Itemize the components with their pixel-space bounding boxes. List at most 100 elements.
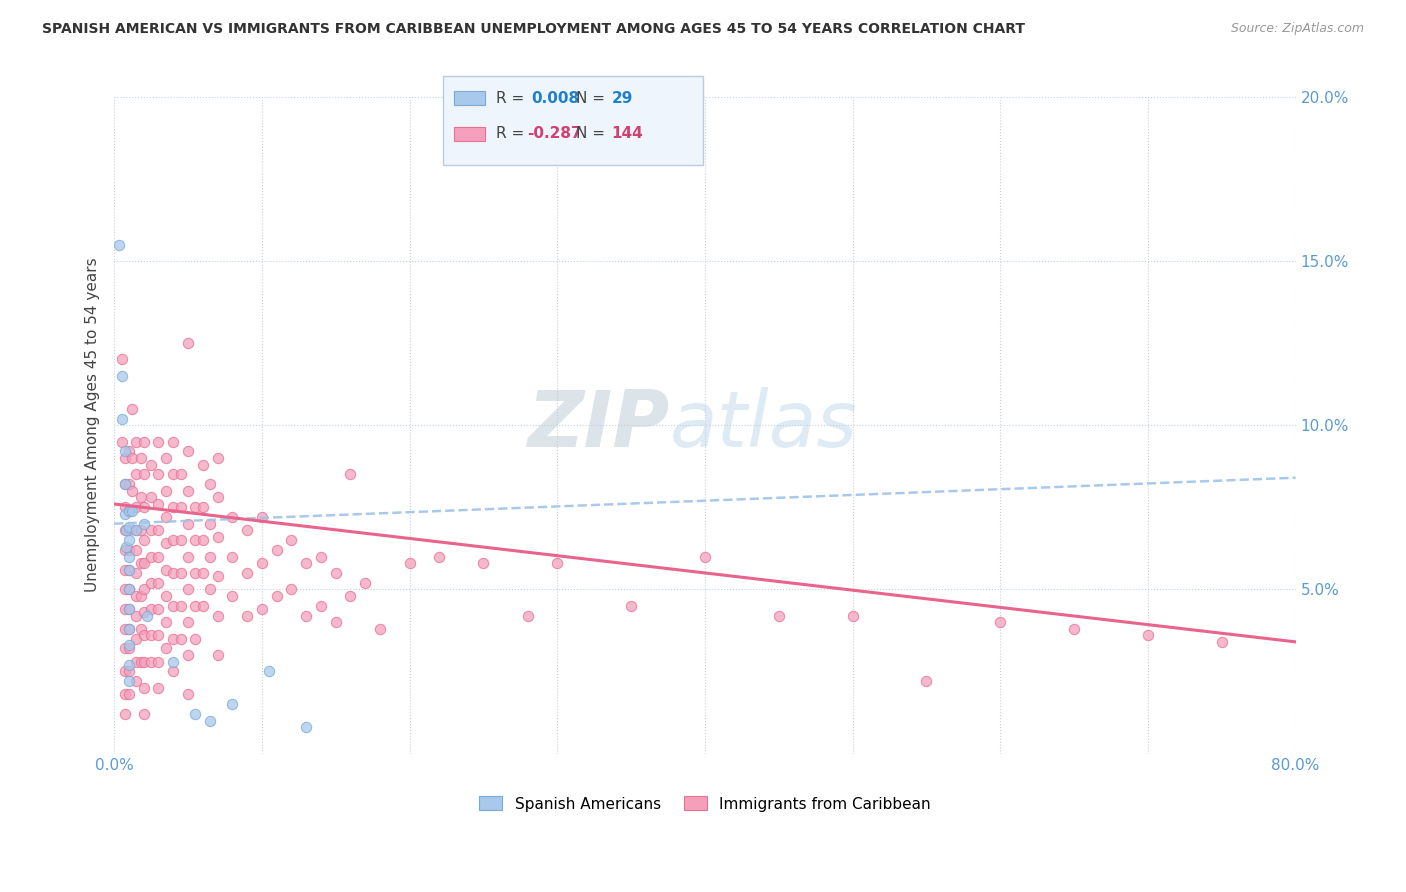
Point <box>129 589 152 603</box>
Point <box>198 549 221 564</box>
Point <box>207 530 229 544</box>
Point <box>118 520 141 534</box>
Point <box>121 483 143 498</box>
Point <box>114 665 136 679</box>
Point <box>184 500 207 515</box>
Point <box>125 434 148 449</box>
Point <box>118 503 141 517</box>
Point <box>207 608 229 623</box>
Text: ZIP: ZIP <box>527 387 669 463</box>
Point <box>207 569 229 583</box>
Point <box>118 641 141 656</box>
Point <box>107 237 129 252</box>
Point <box>354 575 377 590</box>
Text: 144: 144 <box>612 127 644 141</box>
Point <box>148 628 170 642</box>
Point <box>546 556 568 570</box>
Point <box>139 458 162 472</box>
Point <box>162 434 184 449</box>
Point <box>121 401 143 416</box>
Point <box>132 500 155 515</box>
Point <box>139 602 162 616</box>
Point <box>988 615 1011 630</box>
Point <box>132 655 155 669</box>
Point <box>191 599 214 613</box>
Point <box>155 641 177 656</box>
Point <box>257 665 280 679</box>
Point <box>198 714 221 728</box>
Point <box>114 523 136 537</box>
Text: Source: ZipAtlas.com: Source: ZipAtlas.com <box>1230 22 1364 36</box>
Text: -0.287: -0.287 <box>527 127 582 141</box>
Point <box>841 608 863 623</box>
Point <box>177 444 200 458</box>
Point <box>114 563 136 577</box>
Text: atlas: atlas <box>669 387 858 463</box>
Point <box>155 483 177 498</box>
Point <box>250 602 273 616</box>
Point <box>191 566 214 580</box>
Point <box>250 510 273 524</box>
Text: N =: N = <box>576 91 610 105</box>
Point <box>129 523 152 537</box>
Point <box>132 516 155 531</box>
Point <box>184 632 207 646</box>
Point <box>114 687 136 701</box>
Point <box>118 602 141 616</box>
Point <box>184 707 207 722</box>
Point <box>221 510 243 524</box>
Text: 29: 29 <box>612 91 633 105</box>
Point <box>118 503 141 517</box>
Point <box>118 563 141 577</box>
Point <box>295 608 318 623</box>
Point <box>191 533 214 547</box>
Point <box>139 655 162 669</box>
Point <box>207 450 229 465</box>
Point <box>118 674 141 689</box>
Point <box>129 622 152 636</box>
Point <box>169 533 191 547</box>
Point <box>266 543 288 558</box>
Point <box>169 467 191 482</box>
Point <box>184 599 207 613</box>
Point <box>114 641 136 656</box>
Point <box>155 563 177 577</box>
Point <box>207 648 229 662</box>
Point <box>110 368 132 383</box>
Point <box>148 575 170 590</box>
Point <box>114 477 136 491</box>
Point <box>155 450 177 465</box>
Point <box>115 540 138 554</box>
Point <box>177 516 200 531</box>
Point <box>114 622 136 636</box>
Point <box>309 549 332 564</box>
Point <box>118 687 141 701</box>
Point <box>177 582 200 597</box>
Point <box>121 503 143 517</box>
Point <box>118 582 141 597</box>
Point <box>114 500 136 515</box>
Point <box>162 566 184 580</box>
Point <box>129 491 152 505</box>
Point <box>148 549 170 564</box>
Point <box>155 536 177 550</box>
Point <box>162 665 184 679</box>
Point <box>118 533 141 547</box>
Point <box>125 523 148 537</box>
Point <box>398 556 420 570</box>
Point <box>139 523 162 537</box>
Point <box>768 608 790 623</box>
Point <box>339 467 361 482</box>
Point <box>125 467 148 482</box>
Point <box>118 523 141 537</box>
Point <box>118 657 141 672</box>
Point <box>177 687 200 701</box>
Point <box>280 533 302 547</box>
Point <box>162 467 184 482</box>
Point <box>132 434 155 449</box>
Point <box>177 549 200 564</box>
Point <box>266 589 288 603</box>
Point <box>191 458 214 472</box>
Point <box>110 434 132 449</box>
Point <box>118 665 141 679</box>
